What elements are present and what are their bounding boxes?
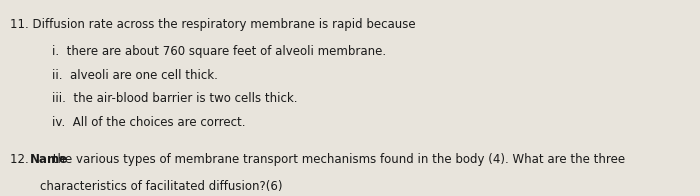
Text: iv.  All of the choices are correct.: iv. All of the choices are correct. (52, 116, 246, 129)
Text: 11. Diffusion rate across the respiratory membrane is rapid because: 11. Diffusion rate across the respirator… (10, 18, 416, 31)
Text: ii.  alveoli are one cell thick.: ii. alveoli are one cell thick. (52, 69, 218, 82)
Text: i.  there are about 760 square feet of alveoli membrane.: i. there are about 760 square feet of al… (52, 45, 386, 58)
Text: 12.: 12. (10, 153, 33, 166)
Text: characteristics of facilitated diffusion?(6): characteristics of facilitated diffusion… (40, 180, 282, 193)
Text: iii.  the air-blood barrier is two cells thick.: iii. the air-blood barrier is two cells … (52, 92, 298, 105)
Text: Name: Name (29, 153, 68, 166)
Text: the various types of membrane transport mechanisms found in the body (4). What a: the various types of membrane transport … (48, 153, 624, 166)
